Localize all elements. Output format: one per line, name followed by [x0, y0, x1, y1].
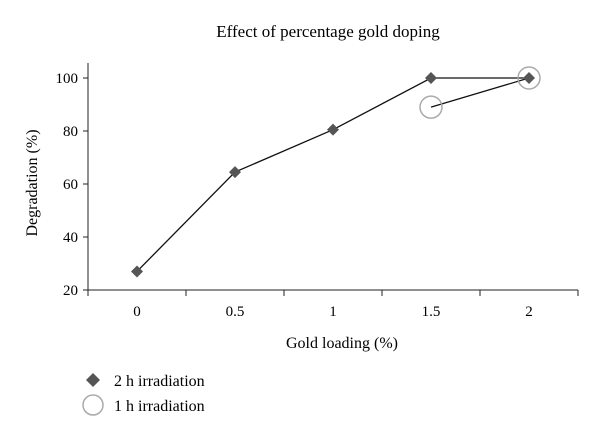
series-layer — [131, 66, 541, 278]
y-tick-label: 80 — [63, 124, 78, 140]
data-point-circle — [419, 95, 443, 119]
legend: 2 h irradiation 1 h irradiation — [82, 373, 205, 416]
y-tick-label: 60 — [63, 177, 78, 193]
x-tick-label: 1.5 — [422, 304, 441, 320]
series-line-1 — [430, 77, 530, 108]
data-point-diamond — [229, 166, 241, 179]
legend-label-1h: 1 h irradiation — [114, 398, 205, 415]
data-point-diamond — [425, 72, 437, 84]
x-axis-label: Gold loading (%) — [286, 335, 398, 352]
x-tick-label: 2 — [525, 304, 533, 320]
y-tick-label: 100 — [56, 71, 79, 87]
series-line-0 — [136, 77, 529, 272]
y-tick-label: 40 — [63, 230, 78, 246]
x-tick-label: 0 — [133, 304, 141, 320]
x-tick-label: 1 — [329, 304, 337, 320]
y-tick-label: 20 — [63, 283, 78, 299]
legend-label-2h: 2 h irradiation — [114, 373, 205, 390]
x-tick-label: 0.5 — [226, 304, 245, 320]
y-ticks: 20 40 60 80 100 — [56, 71, 88, 299]
data-point-circle — [517, 66, 541, 90]
legend-marker-circle — [82, 394, 104, 416]
legend-marker-diamond — [86, 373, 100, 387]
x-ticks: 0 0.5 1 1.5 2 — [87, 290, 579, 320]
data-point-diamond — [523, 72, 535, 84]
data-point-diamond — [131, 265, 143, 278]
data-point-diamond — [327, 123, 339, 136]
y-axis-label: Degradation (%) — [24, 129, 41, 236]
chart-title: Effect of percentage gold doping — [216, 22, 440, 41]
